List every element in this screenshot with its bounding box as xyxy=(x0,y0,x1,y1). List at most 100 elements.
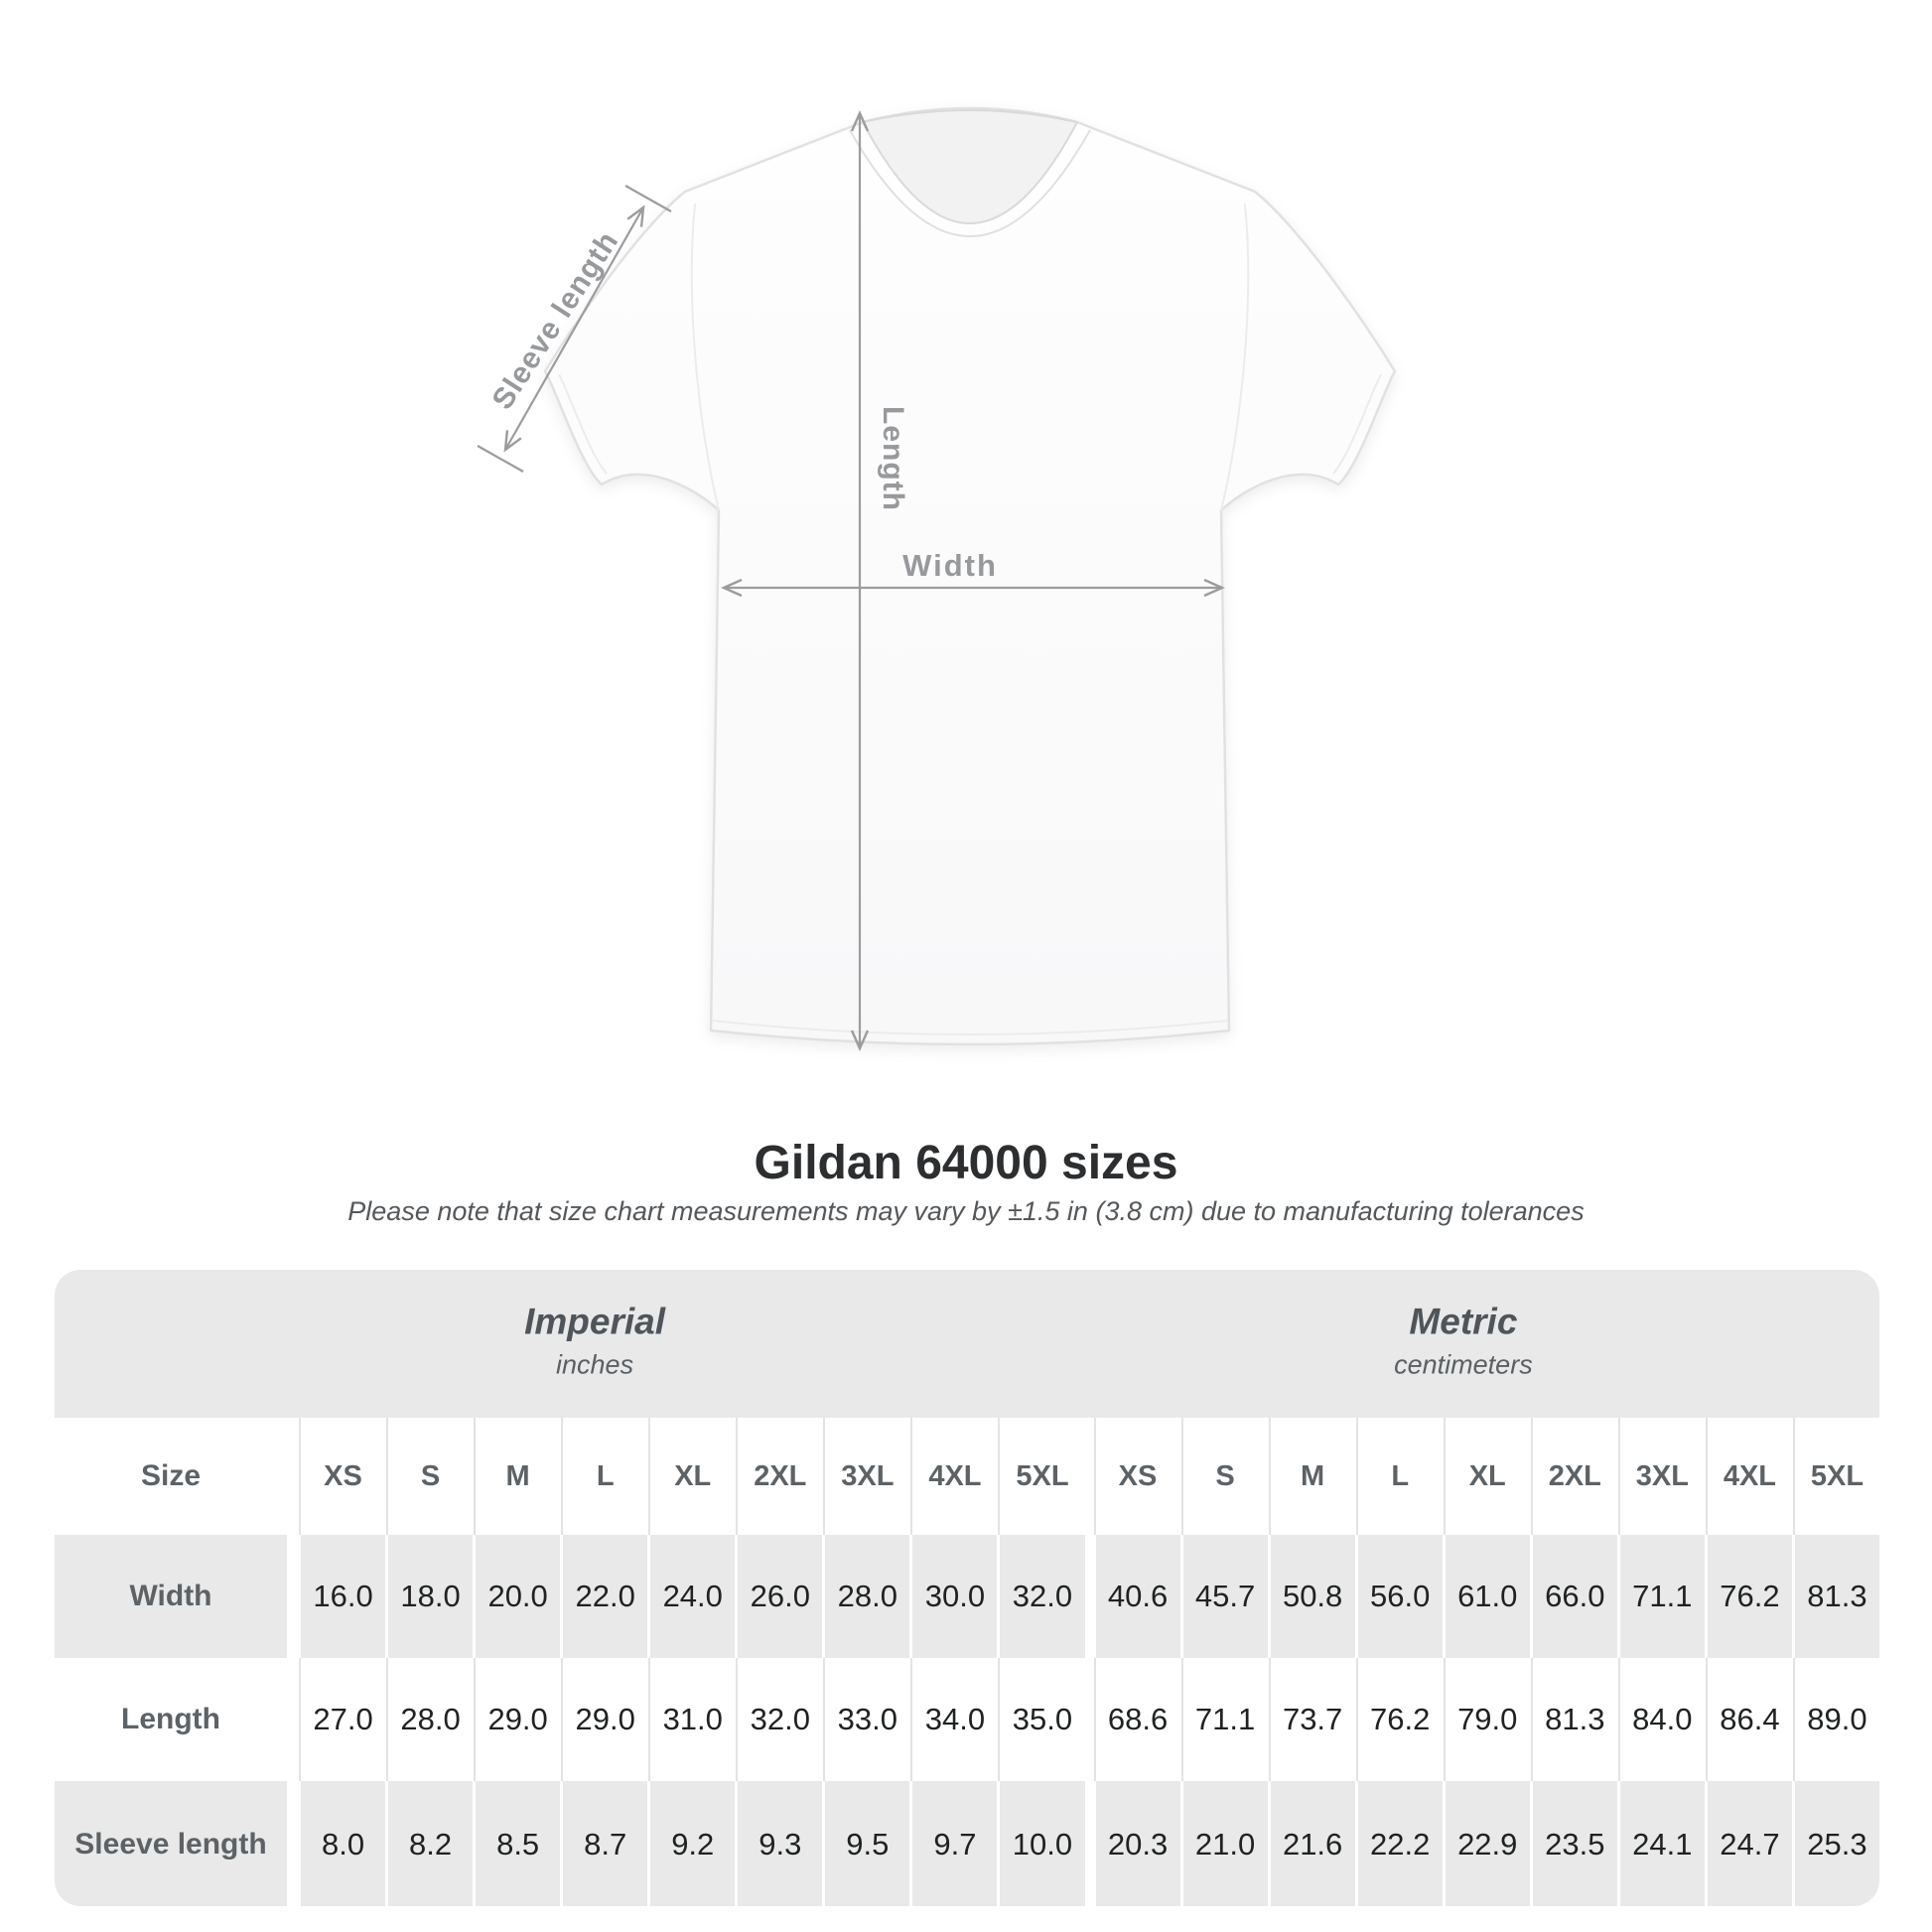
value-cell: 81.3 xyxy=(1794,1535,1879,1658)
measurement-row: Sleeve length 8.0 8.2 8.5 8.7 9.2 9.3 9.5 9.7 10.… xyxy=(55,1781,1879,1906)
value-cell: 28.0 xyxy=(825,1535,910,1658)
size-cell: L xyxy=(563,1418,648,1535)
tolerance-note: Please note that size chart measurements… xyxy=(347,1196,1585,1226)
size-cell: S xyxy=(388,1418,474,1535)
value-cell: 73.7 xyxy=(1270,1658,1355,1781)
shirt-diagram: Sleeve length Length Width xyxy=(477,106,1397,1051)
size-cell: XS xyxy=(1095,1418,1180,1535)
value-cell: 22.9 xyxy=(1445,1781,1530,1906)
row-label: Width xyxy=(55,1535,287,1658)
imperial-unit-label: inches xyxy=(556,1349,634,1380)
value-cell: 8.0 xyxy=(301,1781,386,1906)
imperial-label: Imperial xyxy=(524,1301,665,1342)
column-spacer xyxy=(1088,1658,1093,1781)
value-cell: 89.0 xyxy=(1794,1658,1879,1781)
value-cell: 23.5 xyxy=(1532,1781,1617,1906)
size-cell: XL xyxy=(650,1418,736,1535)
value-cell: 68.6 xyxy=(1095,1658,1180,1781)
value-cell: 24.0 xyxy=(650,1535,736,1658)
value-cell: 71.1 xyxy=(1619,1535,1705,1658)
column-spacer xyxy=(290,1535,298,1658)
row-label: Sleeve length xyxy=(55,1781,287,1906)
measurement-row: Length 27.0 28.0 29.0 29.0 31.0 32.0 33.0 34.0 35… xyxy=(55,1658,1879,1781)
value-cell: 22.0 xyxy=(563,1535,648,1658)
value-cell: 24.7 xyxy=(1707,1781,1792,1906)
value-cell: 45.7 xyxy=(1182,1535,1268,1658)
metric-label: Metric xyxy=(1409,1301,1518,1342)
value-cell: 26.0 xyxy=(738,1535,823,1658)
value-cell: 27.0 xyxy=(301,1658,386,1781)
size-cell: 4XL xyxy=(1707,1418,1792,1535)
value-cell: 81.3 xyxy=(1532,1658,1617,1781)
metric-group-header: Metric centimeters xyxy=(1394,1299,1533,1382)
value-cell: 34.0 xyxy=(912,1658,998,1781)
size-cell: 2XL xyxy=(1532,1418,1617,1535)
size-table-rows: Size XS S M L XL 2XL 3XL 4XL 5XL XS S M L XL 2XL 3XL 4XL 5… xyxy=(55,1418,1879,1906)
measurement-row: Width 16.0 18.0 20.0 22.0 24.0 26.0 28.0 30.0 32.… xyxy=(55,1535,1879,1658)
size-column-header: Size xyxy=(55,1418,287,1535)
bottom-hem-seam xyxy=(712,1020,1228,1035)
value-cell: 18.0 xyxy=(388,1535,474,1658)
column-spacer xyxy=(1088,1535,1093,1658)
value-cell: 61.0 xyxy=(1445,1535,1530,1658)
value-cell: 76.2 xyxy=(1707,1535,1792,1658)
value-cell: 9.7 xyxy=(912,1781,998,1906)
value-cell: 24.1 xyxy=(1619,1781,1705,1906)
imperial-group-header: Imperial inches xyxy=(524,1299,665,1382)
size-cell: 5XL xyxy=(1000,1418,1085,1535)
value-cell: 8.2 xyxy=(388,1781,474,1906)
units-header-band: Imperial inches Metric centimeters xyxy=(55,1270,1879,1418)
collar-opening xyxy=(861,109,1079,224)
size-cell: XS xyxy=(301,1418,386,1535)
value-cell: 50.8 xyxy=(1270,1535,1355,1658)
value-cell: 21.6 xyxy=(1270,1781,1355,1906)
value-cell: 40.6 xyxy=(1095,1535,1180,1658)
row-label: Length xyxy=(55,1658,287,1781)
sleeve-dimension-cap-top xyxy=(624,185,672,212)
left-sleeve-seam xyxy=(690,203,720,511)
length-dimension-label: Length xyxy=(877,406,909,511)
value-cell: 35.0 xyxy=(1000,1658,1085,1781)
sleeve-dimension-cap-bottom xyxy=(477,445,524,473)
tshirt-illustration xyxy=(477,106,1397,1051)
size-header-row: Size XS S M L XL 2XL 3XL 4XL 5XL XS S M L XL 2XL 3XL 4XL 5… xyxy=(55,1418,1879,1535)
value-cell: 79.0 xyxy=(1445,1658,1530,1781)
size-cell: 3XL xyxy=(1619,1418,1705,1535)
page-title: Gildan 64000 sizes xyxy=(754,1137,1178,1189)
column-spacer xyxy=(1088,1781,1093,1906)
value-cell: 29.0 xyxy=(476,1658,561,1781)
sleeve-dimension-line xyxy=(503,205,645,453)
size-cell: M xyxy=(476,1418,561,1535)
value-cell: 32.0 xyxy=(1000,1535,1085,1658)
value-cell: 84.0 xyxy=(1619,1658,1705,1781)
value-cell: 33.0 xyxy=(825,1658,910,1781)
size-cell: L xyxy=(1357,1418,1443,1535)
value-cell: 71.1 xyxy=(1182,1658,1268,1781)
value-cell: 9.3 xyxy=(738,1781,823,1906)
right-sleeve-hem xyxy=(1332,373,1382,475)
column-spacer xyxy=(290,1658,298,1781)
size-cell: M xyxy=(1270,1418,1355,1535)
size-cell: 3XL xyxy=(825,1418,910,1535)
column-spacer xyxy=(1088,1418,1093,1535)
value-cell: 56.0 xyxy=(1357,1535,1443,1658)
size-cell: 2XL xyxy=(738,1418,823,1535)
value-cell: 66.0 xyxy=(1532,1535,1617,1658)
value-cell: 22.2 xyxy=(1357,1781,1443,1906)
value-cell: 76.2 xyxy=(1357,1658,1443,1781)
value-cell: 31.0 xyxy=(650,1658,736,1781)
value-cell: 30.0 xyxy=(912,1535,998,1658)
value-cell: 25.3 xyxy=(1794,1781,1879,1906)
size-cell: 4XL xyxy=(912,1418,998,1535)
value-cell: 86.4 xyxy=(1707,1658,1792,1781)
value-cell: 20.0 xyxy=(476,1535,561,1658)
value-cell: 32.0 xyxy=(738,1658,823,1781)
size-cell: S xyxy=(1182,1418,1268,1535)
value-cell: 9.5 xyxy=(825,1781,910,1906)
value-cell: 8.5 xyxy=(476,1781,561,1906)
value-cell: 21.0 xyxy=(1182,1781,1268,1906)
value-cell: 20.3 xyxy=(1095,1781,1180,1906)
metric-unit-label: centimeters xyxy=(1394,1349,1533,1380)
right-sleeve-seam xyxy=(1220,203,1250,511)
column-spacer xyxy=(290,1418,298,1535)
